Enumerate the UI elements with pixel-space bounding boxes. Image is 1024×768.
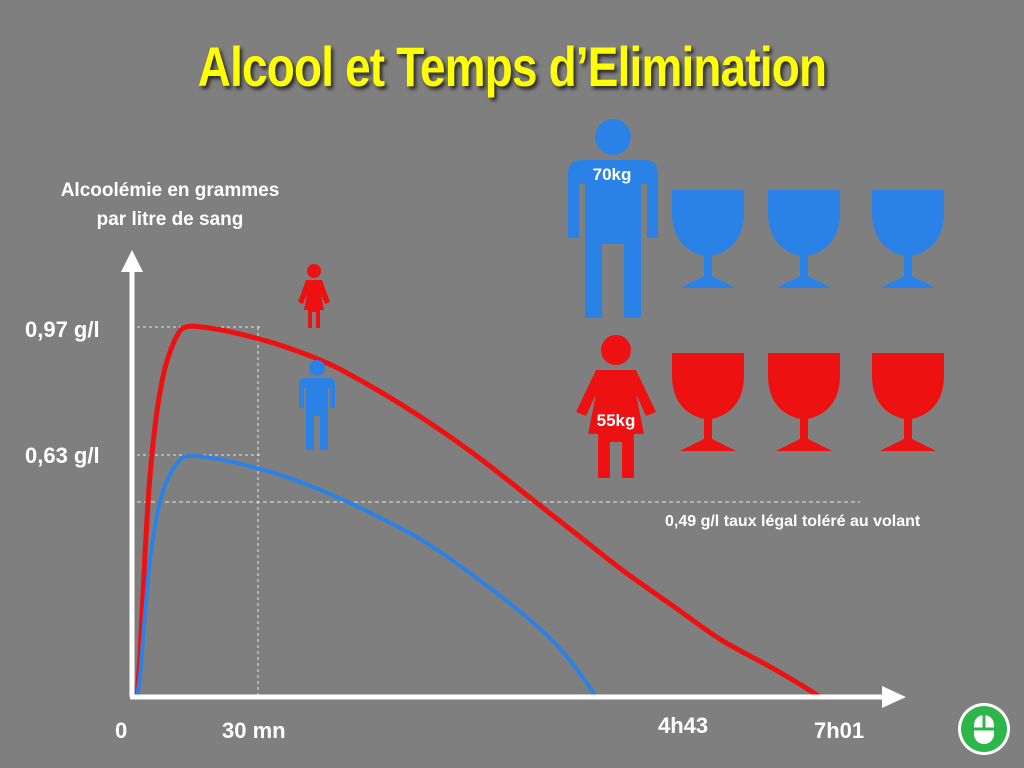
woman-figure-icon: [298, 264, 330, 328]
x-tick-label-4h43: 4h43: [658, 713, 709, 738]
y-tick-label-063: 0,63 g/l: [25, 443, 100, 468]
legal-limit-label: 0,49 g/l taux légal toléré au volant: [665, 513, 921, 530]
series-line-woman: [134, 323, 823, 700]
y-axis-label-line-2: par litre de sang: [96, 209, 244, 230]
wine-glass-icon: [872, 353, 944, 451]
y-axis-label-line-1: Alcoolémie en grammes: [60, 180, 280, 201]
page-title: Alcool et Temps d’Elimination: [197, 35, 827, 98]
wine-glass-icon: [672, 353, 744, 451]
wine-glass-icon: [672, 190, 744, 288]
man-figure-icon: [299, 360, 335, 450]
weight-label-woman: 55kg: [597, 411, 636, 430]
weight-label-man: 70kg: [593, 165, 632, 184]
series-line-man: [135, 453, 599, 699]
mouse-icon: [961, 706, 1007, 752]
y-axis-label: Alcoolémie en grammes par litre de sang: [25, 176, 315, 234]
wine-glass-icon: [872, 190, 944, 288]
x-tick-label-7h01: 7h01: [814, 718, 865, 743]
mouse-icon-button[interactable]: [958, 703, 1010, 755]
woman-figure-icon: [576, 335, 656, 478]
x-axis-arrow: [882, 686, 906, 708]
wine-glass-icon: [768, 353, 840, 451]
y-tick-label-097: 0,97 g/l: [25, 317, 100, 342]
y-axis-arrow: [121, 250, 143, 272]
x-tick-label-30mn: 30 mn: [222, 718, 286, 743]
wine-glass-icon: [768, 190, 840, 288]
man-figure-icon: [568, 119, 658, 318]
x-tick-label-0: 0: [115, 718, 128, 743]
